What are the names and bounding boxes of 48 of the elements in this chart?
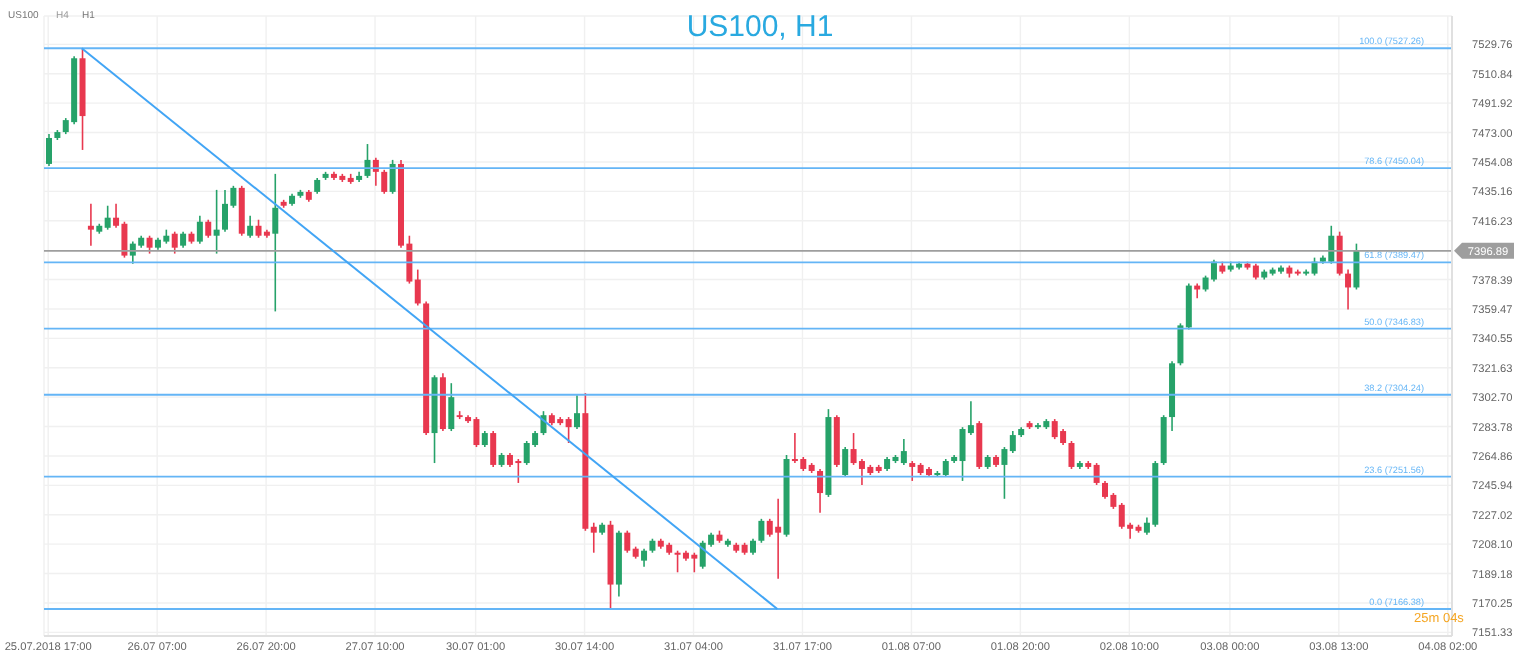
candlestick bbox=[247, 214, 254, 239]
candlestick bbox=[171, 230, 178, 255]
candlestick bbox=[46, 133, 52, 167]
candlestick bbox=[574, 394, 580, 430]
candlestick bbox=[104, 204, 111, 231]
candlestick bbox=[976, 420, 983, 470]
chart-title: US100, H1 bbox=[686, 10, 834, 44]
candlestick bbox=[791, 432, 798, 464]
candlestick bbox=[674, 549, 681, 574]
candlestick bbox=[1051, 418, 1058, 440]
candlestick bbox=[1160, 414, 1167, 466]
candlestick bbox=[1118, 502, 1125, 530]
candlestick bbox=[272, 173, 279, 313]
candlestick bbox=[515, 458, 522, 484]
candlestick bbox=[222, 189, 228, 233]
candlestick bbox=[448, 382, 455, 432]
candlestick bbox=[255, 218, 262, 239]
candlestick bbox=[213, 189, 220, 255]
candlestick bbox=[196, 214, 203, 245]
candlestick bbox=[942, 458, 949, 478]
candlestick bbox=[758, 518, 765, 544]
candlestick bbox=[87, 203, 94, 247]
candlestick bbox=[699, 539, 706, 570]
candlestick bbox=[1336, 230, 1343, 277]
candlestick bbox=[238, 185, 245, 237]
candlestick bbox=[850, 432, 857, 466]
candlestick bbox=[909, 460, 916, 482]
candlestick bbox=[691, 551, 698, 574]
candlestick bbox=[1068, 440, 1075, 470]
candlestick bbox=[833, 414, 840, 468]
candlestick bbox=[490, 430, 497, 468]
candlestick bbox=[1353, 242, 1360, 291]
candlestick bbox=[817, 468, 824, 514]
candlestick bbox=[842, 446, 849, 478]
candlestick bbox=[565, 416, 572, 444]
candlestick bbox=[775, 497, 782, 580]
candlestick bbox=[1345, 268, 1352, 311]
candlestick bbox=[523, 440, 530, 466]
candlestick bbox=[473, 416, 480, 448]
candlestick bbox=[624, 529, 631, 554]
candlestick bbox=[381, 169, 388, 195]
candlestick bbox=[205, 218, 212, 239]
candlestick bbox=[900, 438, 907, 466]
candlestick bbox=[959, 426, 966, 482]
candlestick bbox=[121, 220, 128, 259]
candlestick bbox=[1210, 258, 1217, 283]
candlestick bbox=[641, 547, 648, 568]
candlestick bbox=[389, 159, 396, 195]
